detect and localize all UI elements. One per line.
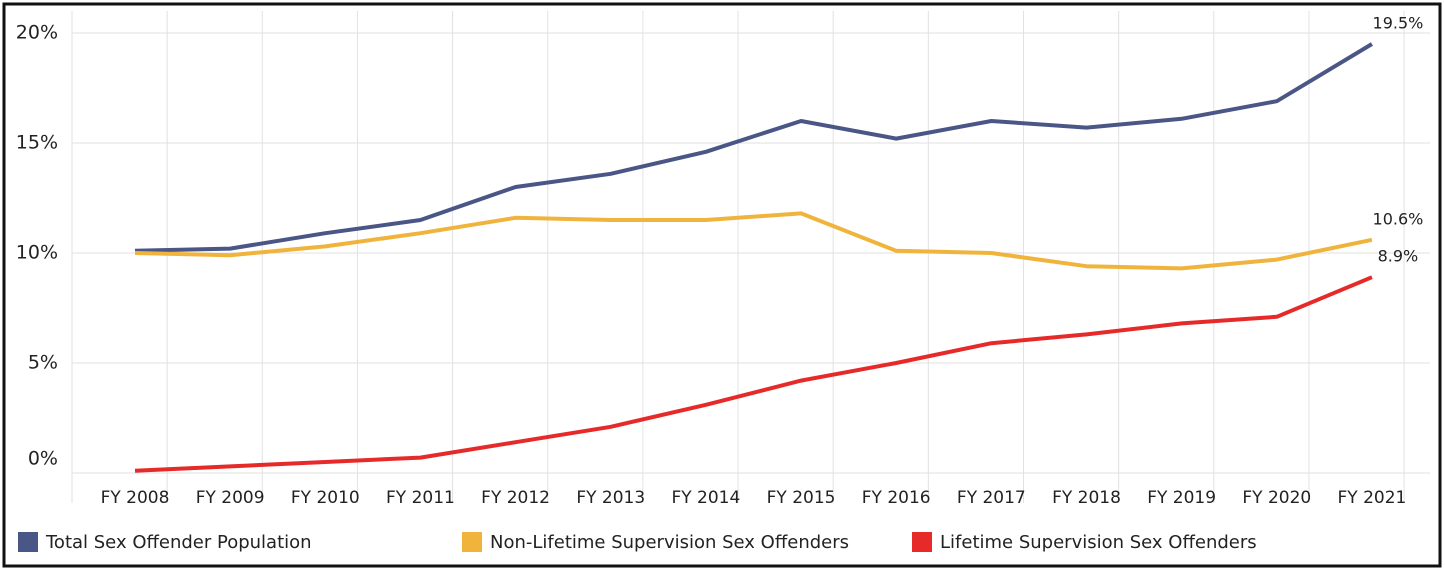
x-tick-label: FY 2014 — [671, 488, 740, 508]
series-line — [134, 211, 1373, 271]
x-tick-label: FY 2018 — [1052, 488, 1121, 508]
series-line — [134, 42, 1373, 253]
series-line — [134, 275, 1373, 473]
x-tick-label: FY 2010 — [291, 488, 360, 508]
x-tick-label: FY 2015 — [767, 488, 836, 508]
legend-label: Non-Lifetime Supervision Sex Offenders — [490, 532, 849, 553]
x-tick-label: FY 2013 — [576, 488, 645, 508]
data-label: 19.5% — [1373, 14, 1424, 33]
data-label: 10.6% — [1373, 209, 1424, 228]
data-label: 8.9% — [1378, 247, 1419, 266]
x-tick-label: FY 2019 — [1147, 488, 1216, 508]
y-tick-label: 0% — [28, 448, 58, 470]
x-tick-label: FY 2012 — [481, 488, 550, 508]
x-tick-label: FY 2016 — [862, 488, 931, 508]
x-tick-label: FY 2020 — [1242, 488, 1311, 508]
x-tick-label: FY 2017 — [957, 488, 1026, 508]
x-tick-label: FY 2008 — [101, 488, 170, 508]
y-tick-label: 15% — [16, 132, 58, 154]
legend-swatch — [912, 532, 932, 552]
x-tick-label: FY 2011 — [386, 488, 455, 508]
legend-label: Lifetime Supervision Sex Offenders — [940, 532, 1257, 553]
y-tick-label: 5% — [28, 352, 58, 374]
legend-label: Total Sex Offender Population — [45, 532, 312, 553]
y-tick-label: 10% — [16, 242, 58, 264]
y-tick-label: 20% — [16, 22, 58, 44]
legend-swatch — [462, 532, 482, 552]
x-tick-label: FY 2009 — [196, 488, 265, 508]
legend-swatch — [18, 532, 38, 552]
x-tick-label: FY 2021 — [1338, 488, 1407, 508]
